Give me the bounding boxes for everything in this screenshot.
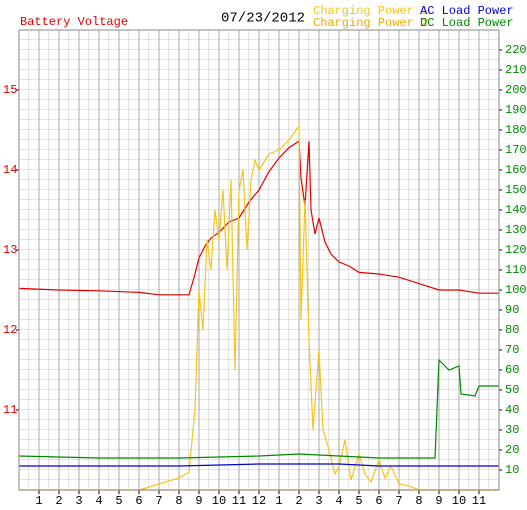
chart-title: 07/23/2012 [221,11,305,27]
series-line [19,463,499,467]
y-tick-label: 11 [3,403,17,417]
y2-tick-label: 130 [505,223,527,237]
x-tick-label: 5 [355,494,362,508]
x-tick-label: 9 [435,494,442,508]
x-tick-label: 11 [232,494,246,508]
y2-tick-label: 80 [505,323,519,337]
x-tick-label: 4 [95,494,102,508]
y2-tick-label: 110 [505,263,527,277]
legend-label: Charging Power 1 [313,4,428,18]
y-tick-label: 13 [3,243,17,257]
x-tick-label: 8 [415,494,422,508]
y2-tick-label: 190 [505,103,527,117]
y-tick-label: 12 [3,323,17,337]
y2-tick-label: 70 [505,343,519,357]
x-tick-label: 3 [75,494,82,508]
legend-label: Battery Voltage [20,15,128,29]
x-tick-label: 7 [395,494,402,508]
x-tick-label: 11 [472,494,486,508]
x-tick-label: 2 [55,494,62,508]
x-tick-label: 1 [275,494,282,508]
y2-tick-label: 20 [505,443,519,457]
y2-tick-label: 170 [505,143,527,157]
x-tick-label: 7 [155,494,162,508]
y2-tick-label: 90 [505,303,519,317]
x-tick-label: 12 [252,494,266,508]
y2-tick-label: 40 [505,403,519,417]
x-tick-label: 6 [135,494,142,508]
series-line [18,358,499,459]
x-tick-label: 3 [315,494,322,508]
x-tick-label: 6 [375,494,382,508]
y2-tick-label: 160 [505,163,527,177]
y2-tick-label: 100 [505,283,527,297]
x-tick-label: 10 [212,494,226,508]
y-tick-label: 15 [3,83,17,97]
y2-tick-label: 30 [505,423,519,437]
x-tick-label: 2 [295,494,302,508]
x-tick-label: 10 [452,494,466,508]
plot-border [18,29,500,491]
y2-tick-label: 60 [505,363,519,377]
x-tick-label: 8 [175,494,182,508]
x-tick-label: 1 [35,494,42,508]
y2-tick-label: 220 [505,43,527,57]
y2-tick-label: 10 [505,463,519,477]
y2-tick-label: 120 [505,243,527,257]
y2-tick-label: 210 [505,63,527,77]
y2-tick-label: 140 [505,203,527,217]
series-line [138,124,499,491]
y-tick-label: 14 [3,163,17,177]
legend-label: DC Load Power [420,16,514,30]
y2-tick-label: 150 [505,183,527,197]
y2-tick-label: 200 [505,83,527,97]
x-tick-label: 9 [195,494,202,508]
x-tick-label: 5 [115,494,122,508]
legend-label: AC Load Power [420,4,514,18]
x-tick-label: 4 [335,494,342,508]
y2-tick-label: 180 [505,123,527,137]
y2-tick-label: 50 [505,383,519,397]
legend-label: Charging Power 2 [313,16,428,30]
